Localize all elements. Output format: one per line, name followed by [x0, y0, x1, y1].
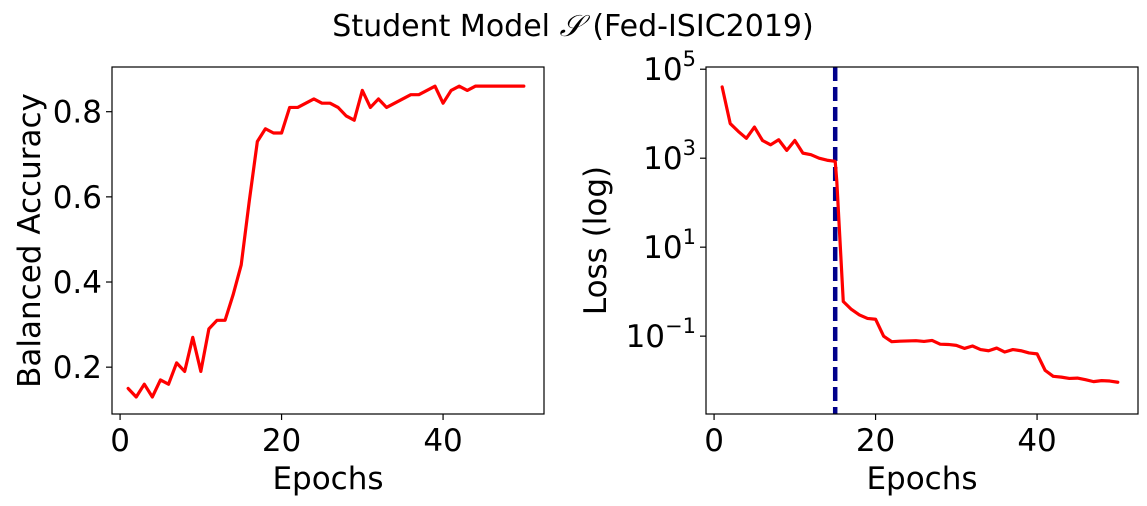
- y-tick-label: 0.8: [53, 95, 102, 131]
- y-tick-label: 105: [643, 47, 696, 88]
- y-tick-label: 0.4: [53, 265, 102, 301]
- y-tick-label: 0.2: [53, 350, 102, 386]
- x-axis-label: Epochs: [866, 461, 977, 497]
- series-line-1: [126, 84, 526, 399]
- y-tick-label: 103: [643, 136, 696, 177]
- plot-frame: [111, 66, 545, 415]
- x-tick-label: 0: [110, 423, 130, 459]
- y-tick-label: 101: [643, 225, 696, 266]
- figure-title: Student Model 𝒮 (Fed-ISIC2019): [332, 9, 813, 44]
- y-tick-label: 10−1: [626, 314, 696, 355]
- x-tick-label: 20: [262, 423, 301, 459]
- right-chart-loss: 0 20 40 10−1 101 103 105 Epochs Loss (log): [578, 47, 1139, 497]
- x-axis-label: Epochs: [272, 461, 383, 497]
- x-tick-label: 40: [1017, 423, 1056, 459]
- x-tick-label: 20: [856, 423, 895, 459]
- left-chart-accuracy: 0 20 40 0.2 0.4 0.6 0.8 Epochs Balanced Accuracy: [12, 66, 545, 497]
- series-line-1: [720, 85, 1120, 384]
- y-axis-label: Loss (log): [578, 166, 614, 315]
- y-tick-label: 0.6: [53, 180, 102, 216]
- x-tick-label: 40: [423, 423, 462, 459]
- x-tick-label: 0: [704, 423, 724, 459]
- plot-frame: [705, 66, 1139, 415]
- y-axis-label: Balanced Accuracy: [12, 93, 48, 388]
